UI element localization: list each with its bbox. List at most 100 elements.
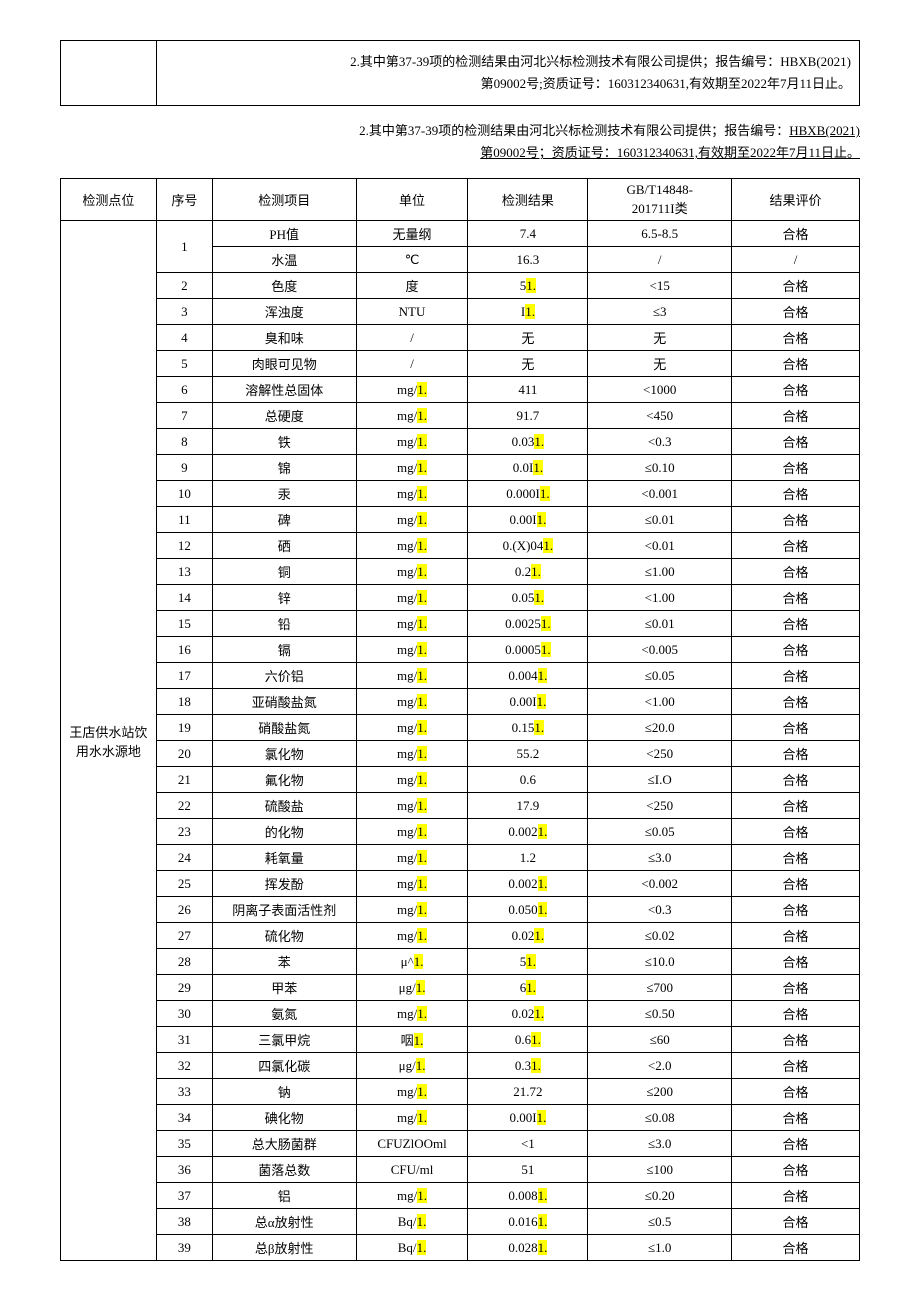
unit-cell: /	[356, 351, 468, 377]
unit-cell: mg/1.	[356, 923, 468, 949]
eval-cell: 合格	[732, 793, 860, 819]
table-row: 36菌落总数CFU/ml51≤100合格	[61, 1157, 860, 1183]
standard-cell: ≤1.00	[588, 559, 732, 585]
item-cell: 硫酸盐	[212, 793, 356, 819]
eval-cell: 合格	[732, 325, 860, 351]
result-cell: 61.	[468, 975, 588, 1001]
seq-cell: 11	[156, 507, 212, 533]
item-cell: 菌落总数	[212, 1157, 356, 1183]
seq-cell: 12	[156, 533, 212, 559]
eval-cell: 合格	[732, 819, 860, 845]
result-cell: 0.6	[468, 767, 588, 793]
result-cell: 0.(X)041.	[468, 533, 588, 559]
item-cell: 臭和味	[212, 325, 356, 351]
unit-cell: mg/1.	[356, 507, 468, 533]
table-row: 13铜mg/1.0.21.≤1.00合格	[61, 559, 860, 585]
result-cell: 0.0161.	[468, 1209, 588, 1235]
result-cell: 0.051.	[468, 585, 588, 611]
result-cell: 411	[468, 377, 588, 403]
eval-cell: 合格	[732, 1157, 860, 1183]
unit-cell: mg/1.	[356, 637, 468, 663]
table-row: 16镉mg/1.0.00051.<0.005合格	[61, 637, 860, 663]
standard-cell: ≤100	[588, 1157, 732, 1183]
standard-cell: ≤200	[588, 1079, 732, 1105]
item-cell: 总硬度	[212, 403, 356, 429]
seq-cell: 16	[156, 637, 212, 663]
seq-cell: 19	[156, 715, 212, 741]
standard-cell: ≤0.02	[588, 923, 732, 949]
header-row: 检测点位 序号 检测项目 单位 检测结果 GB/T14848- 201711I类…	[61, 179, 860, 221]
standard-cell: <0.3	[588, 897, 732, 923]
standard-cell: ≤700	[588, 975, 732, 1001]
note2-line2-u: 第09002号；资质证号：160312340631,有效期至2022年7月11日…	[480, 145, 860, 160]
unit-cell: mg/1.	[356, 741, 468, 767]
seq-cell: 20	[156, 741, 212, 767]
standard-cell: ≤3	[588, 299, 732, 325]
seq-cell: 23	[156, 819, 212, 845]
item-cell: 铝	[212, 1183, 356, 1209]
seq-cell: 15	[156, 611, 212, 637]
unit-cell: mg/1.	[356, 793, 468, 819]
standard-cell: ≤0.5	[588, 1209, 732, 1235]
result-cell: 91.7	[468, 403, 588, 429]
standard-cell: ≤0.08	[588, 1105, 732, 1131]
table-row: 39总β放射性Bq/1.0.0281.≤1.0合格	[61, 1235, 860, 1261]
item-cell: 碑	[212, 507, 356, 533]
seq-cell: 2	[156, 273, 212, 299]
result-cell: 51	[468, 1157, 588, 1183]
table-row: 34碘化物mg/1.0.00I1.≤0.08合格	[61, 1105, 860, 1131]
seq-cell: 38	[156, 1209, 212, 1235]
note2-line1-prefix: 2.其中第37-39项的检测结果由河北兴标检测技术有限公司提供；报告编号：	[359, 123, 789, 138]
standard-cell: <0.005	[588, 637, 732, 663]
seq-cell: 14	[156, 585, 212, 611]
item-cell: 氨氮	[212, 1001, 356, 1027]
unit-cell: μg/1.	[356, 975, 468, 1001]
item-cell: 锌	[212, 585, 356, 611]
table-row: 32四氯化碳μg/1.0.31.<2.0合格	[61, 1053, 860, 1079]
item-cell: 肉眼可见物	[212, 351, 356, 377]
unit-cell: /	[356, 325, 468, 351]
seq-cell: 22	[156, 793, 212, 819]
item-cell: 总β放射性	[212, 1235, 356, 1261]
unit-cell: mg/1.	[356, 1079, 468, 1105]
table-row: 22硫酸盐mg/1.17.9<250合格	[61, 793, 860, 819]
seq-cell: 1	[156, 221, 212, 273]
eval-cell: 合格	[732, 1235, 860, 1261]
standard-cell: ≤0.50	[588, 1001, 732, 1027]
item-cell: 总α放射性	[212, 1209, 356, 1235]
result-cell: 0.00I1.	[468, 689, 588, 715]
unit-cell: mg/1.	[356, 377, 468, 403]
hdr-result: 检测结果	[468, 179, 588, 221]
table-row: 9锦mg/1.0.0I1.≤0.10合格	[61, 455, 860, 481]
unit-cell: mg/1.	[356, 533, 468, 559]
unit-cell: mg/1.	[356, 897, 468, 923]
item-cell: 阴离子表面活性剂	[212, 897, 356, 923]
seq-cell: 5	[156, 351, 212, 377]
unit-cell: mg/1.	[356, 481, 468, 507]
table-row: 10汞mg/1.0.000I1.<0.001合格	[61, 481, 860, 507]
item-cell: 挥发酚	[212, 871, 356, 897]
seq-cell: 25	[156, 871, 212, 897]
item-cell: 色度	[212, 273, 356, 299]
unit-cell: mg/1.	[356, 663, 468, 689]
standard-cell: ≤0.01	[588, 611, 732, 637]
unit-cell: μg/1.	[356, 1053, 468, 1079]
result-cell: 0.000I1.	[468, 481, 588, 507]
result-cell: 0.00051.	[468, 637, 588, 663]
table-row: 14锌mg/1.0.051.<1.00合格	[61, 585, 860, 611]
item-cell: 苯	[212, 949, 356, 975]
result-cell: 0.0501.	[468, 897, 588, 923]
unit-cell: μ^1.	[356, 949, 468, 975]
standard-cell: <2.0	[588, 1053, 732, 1079]
eval-cell: 合格	[732, 1053, 860, 1079]
result-cell: 51.	[468, 273, 588, 299]
unit-cell: ℃	[356, 247, 468, 273]
unit-cell: mg/1.	[356, 689, 468, 715]
standard-cell: <0.3	[588, 429, 732, 455]
standard-cell: <250	[588, 793, 732, 819]
standard-cell: ≤10.0	[588, 949, 732, 975]
standard-cell: <15	[588, 273, 732, 299]
item-cell: 硫化物	[212, 923, 356, 949]
result-cell: 0.0281.	[468, 1235, 588, 1261]
result-cell: 0.00I1.	[468, 507, 588, 533]
